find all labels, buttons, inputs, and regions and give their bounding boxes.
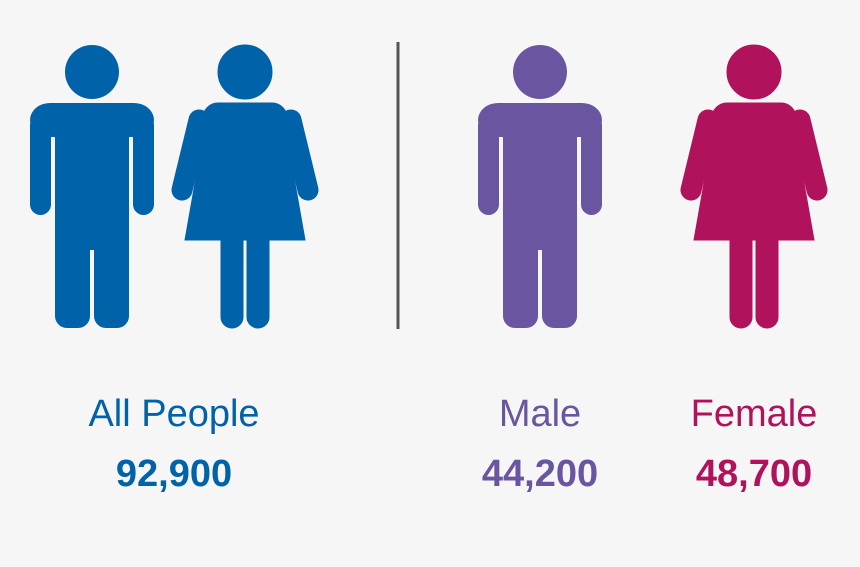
group-value: 92,900 <box>116 453 232 495</box>
group-value: 44,200 <box>482 453 598 495</box>
group-value: 48,700 <box>696 453 812 495</box>
group-label: Female <box>691 393 818 435</box>
female-icon <box>182 45 308 328</box>
group-label: All People <box>88 393 259 435</box>
male-icon <box>30 45 154 328</box>
female-icon <box>691 45 817 328</box>
male-icon <box>478 45 602 328</box>
group-label: Male <box>499 393 581 435</box>
